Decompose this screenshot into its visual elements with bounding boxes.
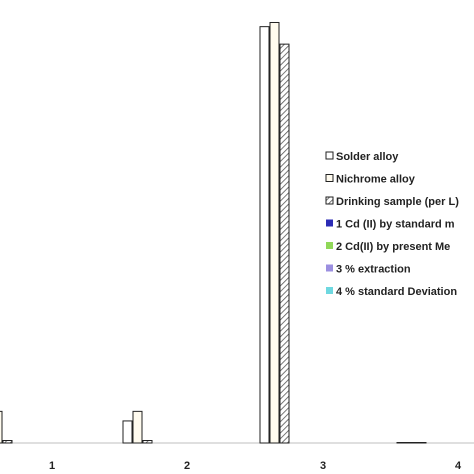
x-tick-label-4: 4 — [455, 460, 462, 472]
bar-1-cat-3 — [259, 26, 270, 444]
legend-label-5: 2 Cd(II) by present Me — [336, 241, 450, 253]
bar-1-cat-2 — [122, 420, 133, 444]
legend-item-5: 2 Cd(II) by present Me — [326, 241, 450, 253]
legend-swatch-3 — [325, 196, 334, 205]
legend-label-7: 4 % standard Deviation — [336, 286, 457, 298]
legend-item-6: 3 % extraction — [326, 264, 411, 276]
legend-item-3: Drinking sample (per L) — [325, 196, 459, 208]
bar-3-cat-1 — [2, 440, 13, 444]
x-tick-label-1: 1 — [49, 460, 55, 472]
legend-item-7: 4 % standard Deviation — [326, 286, 457, 298]
bars-group — [0, 21, 427, 444]
legend-swatch-2 — [325, 174, 334, 182]
bar-3-cat-3 — [279, 43, 290, 444]
x-tick-label-2: 2 — [184, 460, 190, 472]
legend-label-4: 1 Cd (II) by standard m — [336, 219, 455, 231]
legend-label-3: Drinking sample (per L) — [336, 196, 459, 208]
legend-swatch-5 — [326, 242, 333, 249]
bar-3-cat-2 — [142, 440, 153, 444]
legend-item-4: 1 Cd (II) by standard m — [326, 219, 455, 231]
bar-2-cat-3 — [269, 21, 280, 444]
x-tick-labels: 1 2 3 4 — [49, 460, 462, 472]
legend-item-1: Solder alloy — [325, 151, 399, 163]
legend-label-2: Nichrome alloy — [336, 174, 416, 186]
legend-swatch-6 — [326, 264, 333, 272]
legend-swatch-1 — [325, 151, 334, 160]
legend-swatch-7 — [326, 287, 333, 294]
bar-2-cat-1 — [0, 410, 3, 444]
legend: Solder alloy Nichrome alloy Drinking sampl… — [325, 151, 459, 298]
legend-swatch-4 — [326, 219, 333, 227]
legend-label-6: 3 % extraction — [336, 264, 411, 276]
legend-label-1: Solder alloy — [336, 151, 399, 163]
bar-2-cat-2 — [132, 410, 143, 444]
legend-item-2: Nichrome alloy — [325, 174, 416, 186]
x-tick-label-3: 3 — [320, 460, 326, 472]
